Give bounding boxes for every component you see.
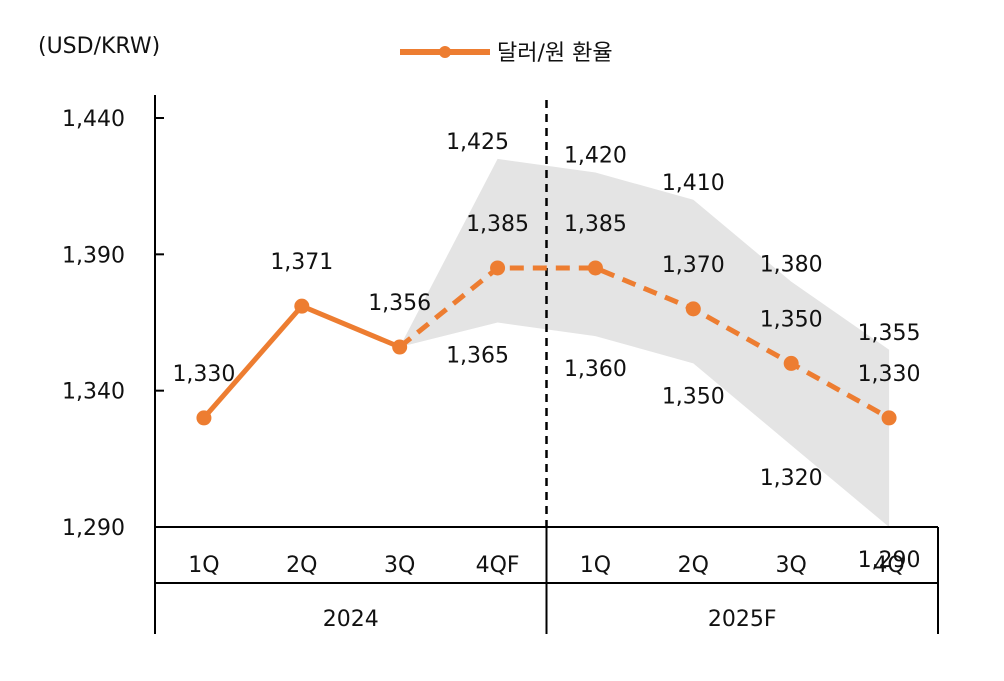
range-band-layer [399, 158, 890, 527]
range-lower-label: 1,320 [760, 466, 823, 491]
data-label: 1,385 [564, 212, 627, 237]
range-upper-label: 1,355 [858, 321, 921, 346]
legend: 달러/원 환율 [400, 41, 613, 66]
range-upper-label: 1,420 [564, 144, 627, 169]
y-tick-label: 1,340 [62, 380, 125, 405]
legend-label: 달러/원 환율 [497, 41, 613, 66]
data-label: 1,371 [270, 250, 333, 275]
data-point [490, 260, 506, 276]
data-point [685, 301, 701, 317]
x-tick-label: 4QF [476, 553, 520, 578]
data-point [587, 260, 603, 276]
x-tick-label: 4Q [873, 553, 904, 578]
y-tick-label: 1,390 [62, 243, 125, 268]
data-label: 1,356 [368, 291, 431, 316]
data-label: 1,350 [760, 307, 823, 332]
range-upper-label: 1,410 [662, 171, 725, 196]
data-label: 1,330 [172, 362, 235, 387]
group-label: 2025F [708, 607, 777, 632]
data-point [196, 410, 212, 426]
range-lower-label: 1,290 [858, 548, 921, 573]
x-tick-label: 3Q [384, 553, 415, 578]
range-lower-label: 1,350 [662, 384, 725, 409]
x-tick-label: 1Q [580, 553, 611, 578]
range-lower-label: 1,365 [446, 344, 509, 369]
y-tick-label: 1,440 [62, 107, 125, 132]
data-label-layer: 1,330 1,371 1,356 1,385 1,385 1,370 1,350 1,330… [172, 130, 920, 573]
range-lower-label: 1,360 [564, 357, 627, 382]
x-tick-label: 3Q [776, 553, 807, 578]
data-label: 1,370 [662, 253, 725, 278]
x-tick-label: 2Q [678, 553, 709, 578]
series-layer [196, 260, 897, 426]
x-tick-label: 2Q [286, 553, 317, 578]
x-tick-label: 1Q [188, 553, 219, 578]
axes: 1,290 1,340 1,390 1,440 1Q 2Q 3Q 4QF 1Q 2Q 3Q 4Q 202… [62, 95, 939, 634]
range-upper-label: 1,380 [760, 253, 823, 278]
unit-label: (USD/KRW) [38, 34, 160, 59]
forecast-series-line [398, 265, 891, 421]
data-point [881, 410, 897, 426]
y-tick-label: 1,290 [62, 516, 125, 541]
forecast-range-band [399, 158, 890, 527]
data-point [392, 339, 408, 355]
data-label: 1,330 [858, 362, 921, 387]
data-point [294, 298, 310, 314]
data-point [783, 355, 799, 371]
group-label: 2024 [323, 607, 379, 632]
legend-marker-swatch [439, 46, 451, 58]
range-upper-label: 1,425 [446, 130, 509, 155]
data-label: 1,385 [466, 212, 529, 237]
